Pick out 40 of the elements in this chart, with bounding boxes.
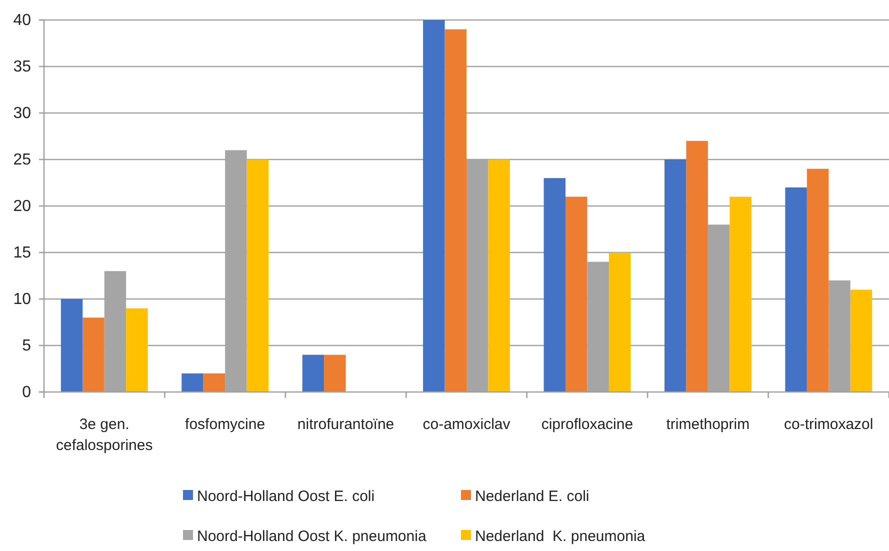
y-tick-label: 20 [13, 198, 32, 216]
y-tick-label: 0 [22, 384, 32, 402]
x-tick-label: nitrofurantoïne [297, 416, 394, 433]
x-tick-label: co-amoxiclav [422, 416, 511, 433]
bar [608, 252, 631, 392]
legend-label: Noord-Holland Oost K. pneumonia [197, 528, 427, 545]
bar [664, 160, 686, 392]
bar [730, 196, 752, 392]
legend-label: Nederland E. coli [475, 488, 590, 505]
y-tick-label: 30 [13, 105, 32, 122]
x-tick-label: 3e gen. cefalosporines [56, 416, 153, 454]
legend-label: Noord-Holland Oost E. coli [197, 488, 375, 505]
y-tick-label: 5 [22, 338, 32, 355]
bar [302, 354, 324, 392]
bar [544, 178, 566, 392]
bar [444, 29, 466, 392]
bar [246, 160, 269, 392]
bar [565, 196, 588, 392]
y-tick-label: 15 [13, 244, 32, 262]
bar [203, 373, 226, 392]
x-tick-label: trimethoprim [666, 416, 750, 433]
bar [785, 187, 807, 392]
y-tick-label: 25 [13, 152, 32, 169]
y-tick-label: 40 [13, 12, 32, 30]
bar [324, 354, 346, 392]
x-tick-label: co-trimoxazol [784, 416, 874, 433]
bar [60, 299, 83, 392]
x-tick-label: fosfomycine [185, 416, 266, 433]
bar [806, 168, 829, 392]
bar [423, 20, 445, 392]
bar [126, 308, 148, 392]
bar [850, 290, 872, 392]
legend-label: Nederland K. pneumonia [475, 528, 646, 545]
y-tick-label: 10 [13, 291, 32, 308]
bar [488, 160, 510, 392]
y-tick-label: 35 [13, 58, 32, 76]
bar [82, 318, 104, 392]
bar [686, 140, 708, 392]
x-tick-label: ciprofloxacine [541, 416, 634, 433]
bar [182, 373, 204, 392]
